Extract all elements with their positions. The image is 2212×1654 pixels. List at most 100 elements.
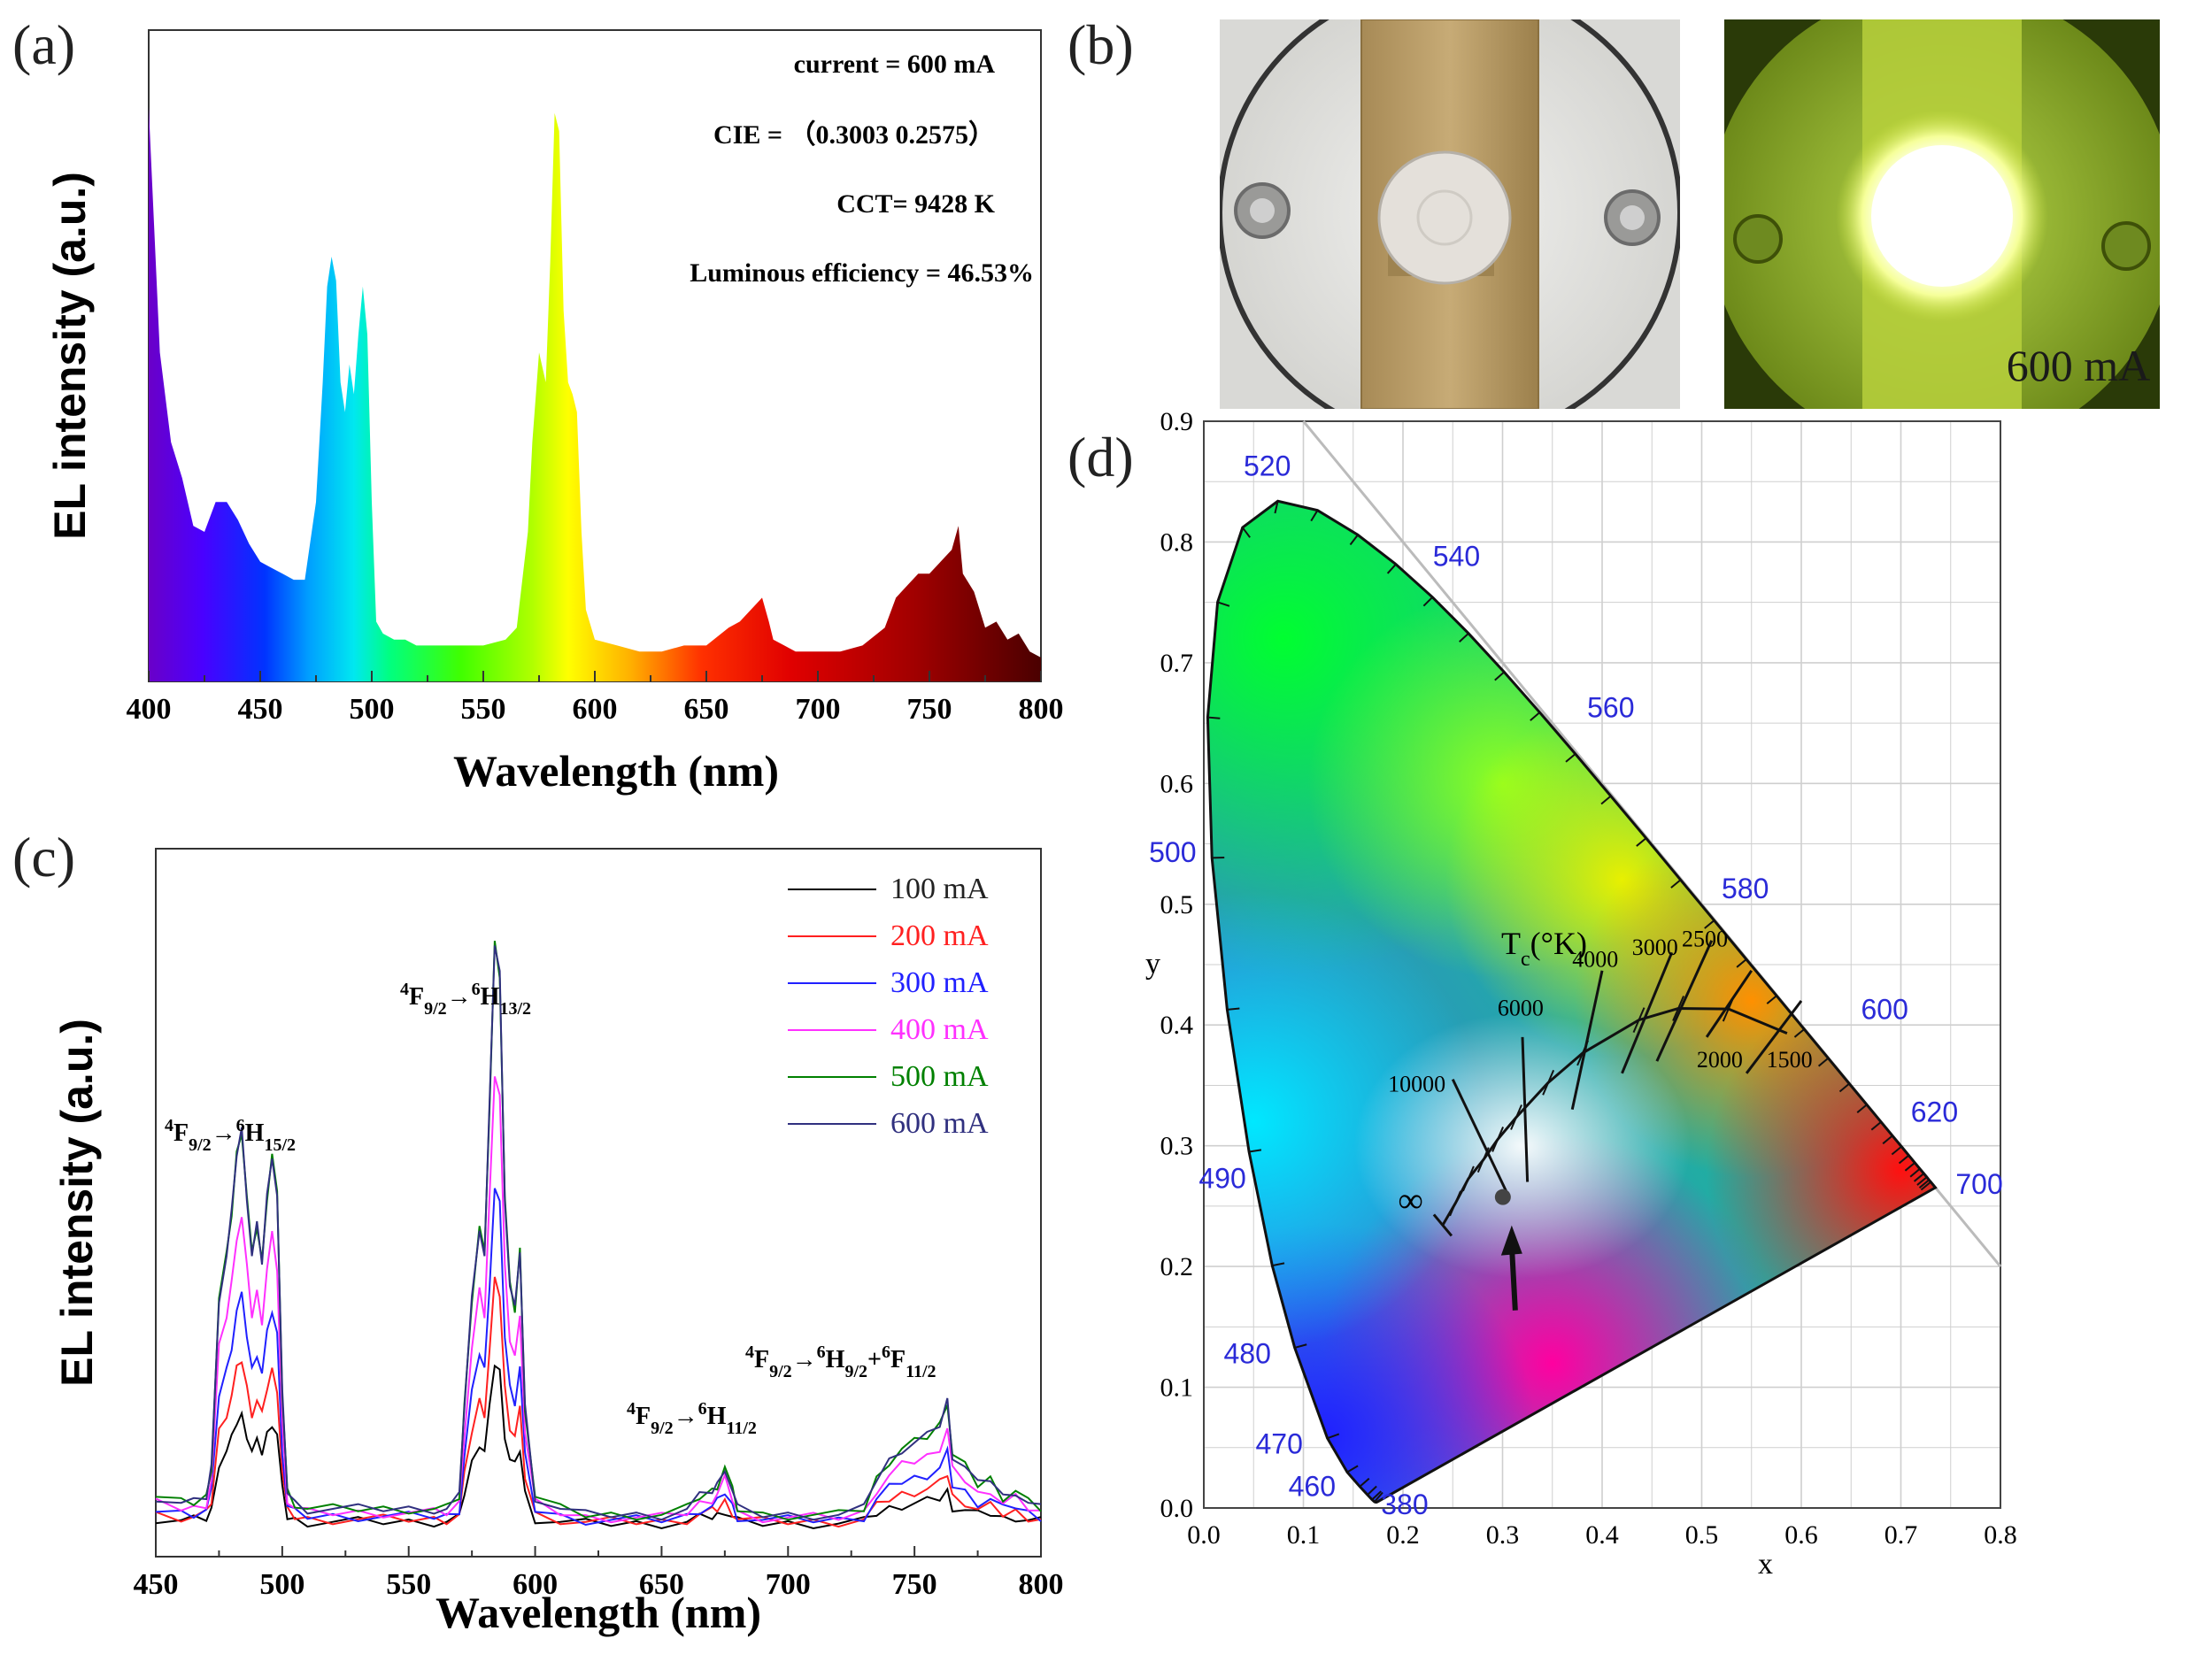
- annotation-11-2: 4F9/2→6H11/2: [627, 1399, 757, 1438]
- x-tick-label: 750: [892, 1568, 937, 1601]
- locus-tick: [1371, 1490, 1382, 1501]
- panel-c-chart: 450 500 550 600 650 700 750 800 100 mA 200 mA 300…: [52, 848, 1064, 1637]
- x-tick-label: 700: [766, 1568, 811, 1601]
- x-tick-label: 650: [639, 1568, 684, 1601]
- locus-tick: [1838, 1082, 1850, 1093]
- x-tick-label: 550: [386, 1568, 431, 1601]
- panel-label-a: (a): [12, 13, 76, 76]
- y-tick-label: 0.7: [1160, 649, 1194, 678]
- x-tick-label: 800: [1019, 693, 1064, 726]
- planck-tick: [1449, 1190, 1461, 1217]
- cct-label: 4000: [1572, 947, 1618, 973]
- x-tick-label: 500: [259, 1568, 304, 1601]
- locus-tick: [1327, 1433, 1340, 1440]
- locus-tick: [1494, 671, 1505, 681]
- locus-tick: [1870, 1121, 1882, 1131]
- cie-ylabel: y: [1145, 948, 1160, 981]
- arrow-shaft: [1508, 1244, 1518, 1311]
- locus-tick: [1207, 716, 1221, 719]
- locus-tick: [1793, 1028, 1805, 1038]
- legend-label: 500 mA: [890, 1060, 989, 1093]
- locus-tick: [1909, 1167, 1921, 1178]
- series-line-100-mA: [155, 1364, 1042, 1530]
- arrow-head: [1500, 1225, 1522, 1256]
- panel-c-xlabel: Wavelength (nm): [435, 1588, 761, 1637]
- x-tick-label: 450: [134, 1568, 179, 1601]
- panel-c-ylabel: EL intensity (a.u.): [52, 1019, 102, 1387]
- panel-label-c: (c): [12, 826, 76, 889]
- x-tick-label: 600: [513, 1568, 558, 1601]
- cct-label: 2000: [1697, 1047, 1743, 1073]
- isotherm-line: [1621, 951, 1674, 1074]
- panel-a-ylabel: EL intensity (a.u.): [45, 172, 95, 540]
- svg-text:4F9/2→6H13/2: 4F9/2→6H13/2: [400, 980, 531, 1019]
- locus-tick: [1374, 1491, 1383, 1503]
- isotherm-line: [1451, 1078, 1509, 1195]
- x-tick-label: 0.3: [1486, 1520, 1520, 1550]
- locus-tick: [1817, 1057, 1830, 1067]
- cct-label: 3000: [1632, 935, 1678, 960]
- annotation-9-2: 4F9/2→6H9/2+6F11/2: [745, 1342, 936, 1381]
- locus-tick: [1916, 1176, 1928, 1186]
- panel-label-b: (b): [1067, 13, 1134, 76]
- svg-text:Tc(°K): Tc(°K): [1501, 926, 1587, 971]
- locus-tick: [1670, 879, 1682, 889]
- x-tick-label: 650: [684, 693, 729, 726]
- x-tick-label: 0.5: [1685, 1520, 1719, 1550]
- cct-label: 1500: [1767, 1047, 1813, 1073]
- planck-tick: [1510, 1104, 1522, 1130]
- cct-label: 2500: [1682, 927, 1728, 952]
- spectrum-area: [149, 107, 1041, 681]
- photo-led-off: [1220, 19, 1680, 409]
- x-tick-label: 0.0: [1187, 1520, 1221, 1550]
- planck-tick: [1672, 996, 1684, 1021]
- svg-text:4F9/2→6H11/2: 4F9/2→6H11/2: [627, 1399, 757, 1438]
- cie-xlabel: x: [1758, 1548, 1773, 1581]
- locus-tick: [1704, 919, 1715, 929]
- series-line-400-mA: [155, 1076, 1042, 1524]
- planck-tick: [1632, 1007, 1646, 1034]
- series-line-200-mA: [155, 1276, 1042, 1528]
- isotherm-line: [1705, 969, 1753, 1038]
- locus-tick: [1274, 501, 1279, 514]
- info-cct: CCT= 9428 K: [836, 189, 995, 219]
- measured-point: [1494, 1189, 1511, 1205]
- panel-label-d: (d): [1067, 426, 1134, 489]
- locus-tick: [1898, 1154, 1910, 1165]
- series-line-300-mA: [155, 1188, 1042, 1527]
- x-tick-label: 0.1: [1287, 1520, 1321, 1550]
- annotation-13-2: 4F9/2→6H13/2: [400, 980, 531, 1019]
- x-tick-label: 450: [238, 693, 283, 726]
- wavelength-label: 480: [1224, 1337, 1271, 1369]
- wavelength-label: 520: [1244, 450, 1291, 481]
- locus-tick: [1248, 1149, 1262, 1153]
- x-tick-label: 800: [1019, 1568, 1064, 1601]
- locus-tick: [1918, 1179, 1930, 1189]
- locus-tick: [1359, 1477, 1370, 1488]
- locus-tick: [1913, 1173, 1925, 1182]
- locus-tick: [1565, 753, 1576, 763]
- locus-tick: [1736, 958, 1747, 968]
- x-tick-label: 0.7: [1884, 1520, 1918, 1550]
- panel-a-xlabel: Wavelength (nm): [453, 746, 779, 796]
- locus-tick: [1422, 596, 1434, 607]
- planck-tick: [1491, 1127, 1505, 1152]
- cct-label: 6000: [1498, 995, 1544, 1020]
- isotherm-line: [1655, 940, 1714, 1062]
- y-tick-label: 0.6: [1160, 769, 1194, 798]
- locus-tick: [1766, 995, 1777, 1004]
- y-tick-label: 0.1: [1160, 1373, 1194, 1403]
- y-tick-label: 0.2: [1160, 1252, 1194, 1281]
- legend-label: 600 mA: [890, 1107, 989, 1140]
- locus-tick: [1217, 601, 1230, 607]
- info-efficiency: Luminous efficiency = 46.53%: [690, 258, 1034, 288]
- cie-color-fill: [1207, 501, 1936, 1503]
- x-tick-label: 750: [907, 693, 952, 726]
- wavelength-label: 620: [1911, 1096, 1958, 1127]
- panel-c-frame: [155, 848, 1042, 1558]
- wavelength-label: 500: [1149, 836, 1196, 868]
- wavelength-label: 380: [1381, 1489, 1428, 1520]
- wavelength-label: 600: [1861, 993, 1908, 1025]
- wavelength-label: 560: [1587, 691, 1634, 723]
- x-tick-label: 0.6: [1784, 1520, 1818, 1550]
